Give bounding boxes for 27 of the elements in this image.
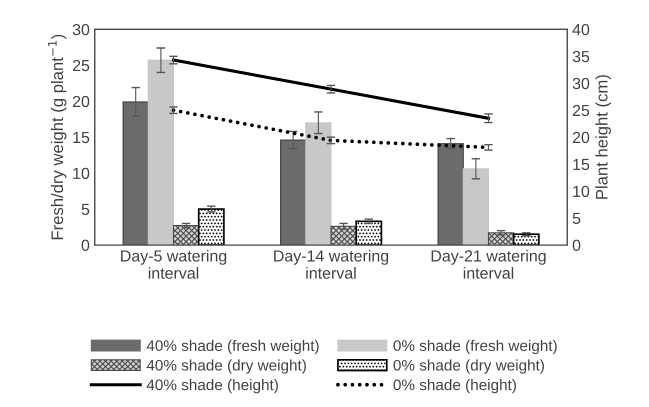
y2-tick-label: 0 xyxy=(572,240,580,251)
legend-label: 0% shade (height) xyxy=(394,379,516,394)
y2-tick-label: 15 xyxy=(573,158,590,170)
legend-label: 40% shade (height) xyxy=(146,379,278,394)
y-tick-label: 10 xyxy=(73,168,90,180)
y-tick-label: 30 xyxy=(72,24,90,36)
y2-tick-label: 35 xyxy=(572,50,590,62)
x-tick-label: Day-14 watering interval xyxy=(274,250,388,279)
y2-tick-label: 5 xyxy=(572,212,580,224)
y-tick-label: 0 xyxy=(82,240,90,251)
y2-tick-label: 25 xyxy=(572,104,590,116)
y-axis-title: Fresh/dry weight (g plant$^{−1}$) xyxy=(48,34,66,240)
legend-label: 0% shade (dry weight) xyxy=(394,359,544,374)
legend-label: 0% shade (fresh weight) xyxy=(394,340,557,354)
y2-tick-label: 10 xyxy=(573,186,590,198)
y-tick-label: 25 xyxy=(72,60,90,72)
y2-tick-label: 40 xyxy=(572,24,590,36)
y-tick-label: 20 xyxy=(72,96,90,108)
y-tick-label: 15 xyxy=(73,132,90,144)
x-tick-label: Day-5 watering interval xyxy=(121,250,226,279)
y2-tick-label: 30 xyxy=(572,78,590,90)
y-tick-label: 5 xyxy=(82,204,90,216)
x-tick-label: Day-21 watering interval xyxy=(432,250,546,279)
legend-label: 40% shade (fresh weight) xyxy=(146,340,319,354)
legend-label: 40% shade (dry weight) xyxy=(146,359,306,374)
y2-axis-title: Plant height (cm) xyxy=(595,75,611,199)
y2-tick-label: 20 xyxy=(572,132,590,144)
